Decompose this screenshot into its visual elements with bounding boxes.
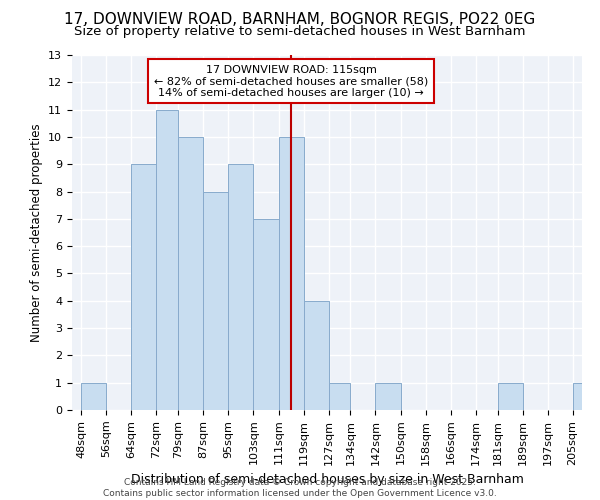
Bar [304, 301, 329, 410]
Bar [278, 137, 304, 410]
Bar [329, 382, 350, 410]
Bar [178, 137, 203, 410]
Text: 17 DOWNVIEW ROAD: 115sqm
← 82% of semi-detached houses are smaller (58)
14% of s: 17 DOWNVIEW ROAD: 115sqm ← 82% of semi-d… [154, 64, 428, 98]
Text: 17, DOWNVIEW ROAD, BARNHAM, BOGNOR REGIS, PO22 0EG: 17, DOWNVIEW ROAD, BARNHAM, BOGNOR REGIS… [64, 12, 536, 28]
Bar [157, 110, 178, 410]
Text: Size of property relative to semi-detached houses in West Barnham: Size of property relative to semi-detach… [74, 25, 526, 38]
Text: Contains HM Land Registry data © Crown copyright and database right 2025.
Contai: Contains HM Land Registry data © Crown c… [103, 478, 497, 498]
Bar [376, 382, 401, 410]
X-axis label: Distribution of semi-detached houses by size in West Barnham: Distribution of semi-detached houses by … [131, 473, 523, 486]
Bar [229, 164, 253, 410]
Bar [203, 192, 229, 410]
Bar [253, 219, 278, 410]
Bar [572, 382, 598, 410]
Bar [131, 164, 157, 410]
Bar [497, 382, 523, 410]
Y-axis label: Number of semi-detached properties: Number of semi-detached properties [29, 123, 43, 342]
Bar [82, 382, 106, 410]
